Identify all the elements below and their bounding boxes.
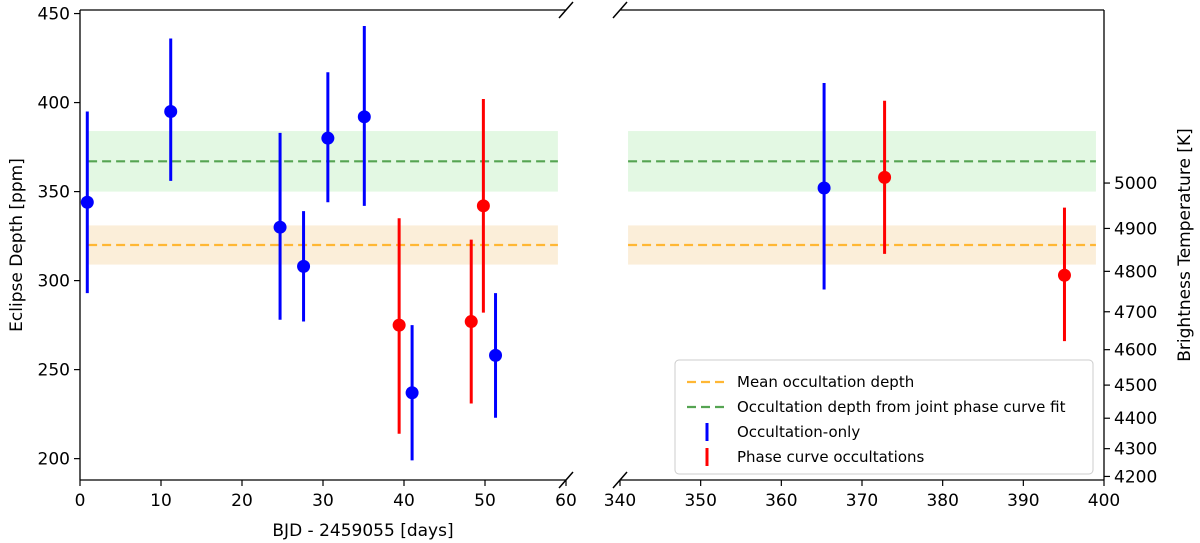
x-tick-label: 400 — [1088, 491, 1120, 511]
right-y-tick-label: 4400 — [1114, 409, 1157, 429]
data-point — [464, 315, 478, 329]
data-point — [405, 386, 419, 400]
right-y-tick-label: 5000 — [1114, 174, 1157, 194]
data-point — [878, 170, 892, 184]
right-y-tick-label: 4700 — [1114, 303, 1157, 323]
x-tick-label: 380 — [926, 491, 958, 511]
y-axis-title-right: Brightness Temperature [K] — [1175, 128, 1195, 361]
x-tick-label: 360 — [765, 491, 797, 511]
axis-break-mark — [612, 1, 628, 19]
legend: Mean occultation depth Occultation depth … — [674, 359, 1094, 475]
axis-break-mark — [558, 471, 574, 489]
x-tick-label: 40 — [393, 491, 415, 511]
data-point — [392, 318, 406, 332]
data-point — [489, 348, 503, 362]
data-point — [1057, 268, 1071, 282]
right-y-tick-label: 4800 — [1114, 262, 1157, 282]
right-y-tick-label: 4600 — [1114, 341, 1157, 361]
data-point — [357, 110, 371, 124]
right-y-tick-label: 4300 — [1114, 440, 1157, 460]
axes: 0 10 20 30 40 50 60 340 350 360 370 380 390 400 200 250… — [38, 1, 1157, 511]
x-tick-label: 370 — [846, 491, 878, 511]
x-tick-label: 10 — [150, 491, 172, 511]
y-axis-title-left: Eclipse Depth [ppm] — [7, 158, 27, 332]
right-y-tick-label: 4900 — [1114, 219, 1157, 239]
data-point — [476, 199, 490, 213]
data-point — [164, 104, 178, 118]
right-y-tick-label: 4500 — [1114, 376, 1157, 396]
legend-label: Mean occultation depth — [737, 373, 914, 391]
x-tick-label: 20 — [231, 491, 253, 511]
data-point — [297, 259, 311, 273]
x-tick-label: 60 — [555, 491, 577, 511]
x-axis-title: BJD - 2459055 [days] — [272, 521, 453, 541]
axis-break-mark — [612, 471, 628, 489]
y-tick-label: 350 — [38, 183, 70, 203]
x-tick-label: 0 — [75, 491, 86, 511]
x-tick-label: 30 — [312, 491, 334, 511]
x-tick-label: 50 — [474, 491, 496, 511]
data-point — [321, 131, 335, 145]
right-y-tick-label: 4200 — [1114, 467, 1157, 487]
right-panel — [628, 82, 1096, 342]
legend-label: Occultation depth from joint phase curve… — [737, 398, 1066, 416]
legend-label: Phase curve occultations — [737, 448, 925, 466]
x-tick-label: 390 — [1007, 491, 1039, 511]
left-panel — [80, 26, 558, 461]
y-tick-label: 450 — [38, 5, 70, 25]
axis-break-mark — [558, 1, 574, 19]
data-point — [80, 195, 94, 209]
x-tick-label: 340 — [604, 491, 636, 511]
y-tick-label: 300 — [38, 272, 70, 292]
x-tick-label: 350 — [684, 491, 716, 511]
data-point — [273, 220, 287, 234]
y-tick-label: 400 — [38, 94, 70, 114]
y-tick-label: 250 — [38, 361, 70, 381]
y-tick-label: 200 — [38, 450, 70, 470]
legend-label: Occultation-only — [737, 423, 860, 441]
data-point — [817, 181, 831, 195]
legend-box — [674, 359, 1094, 475]
